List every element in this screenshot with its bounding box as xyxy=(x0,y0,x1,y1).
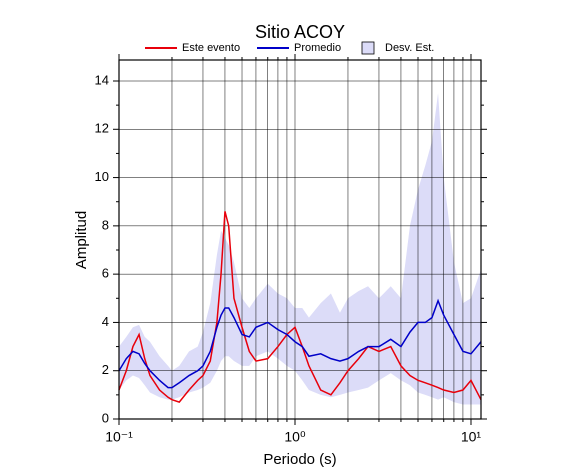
y-tick-label: 8 xyxy=(102,217,109,232)
legend-label: Este evento xyxy=(182,42,240,54)
y-tick-label: 6 xyxy=(102,266,109,281)
legend-label: Promedio xyxy=(294,42,341,54)
series-line xyxy=(118,211,482,403)
x-tick-label: 10¹ xyxy=(461,429,482,445)
y-tick-label: 12 xyxy=(95,121,109,136)
series-line xyxy=(118,298,482,389)
y-tick-label: 14 xyxy=(95,72,109,87)
x-axis-label: Periodo (s) xyxy=(263,451,336,468)
y-tick-label: 4 xyxy=(102,314,109,329)
y-tick-label: 2 xyxy=(102,362,109,377)
y-tick-label: 10 xyxy=(95,169,109,184)
chart-title: Sitio ACOY xyxy=(255,22,345,42)
y-tick-label: 0 xyxy=(102,410,109,425)
std-band xyxy=(119,93,481,405)
legend-swatch xyxy=(361,41,375,55)
plot-frame xyxy=(118,59,482,420)
legend-label: Desv. Est. xyxy=(385,42,434,54)
y-axis-label: Amplitud xyxy=(73,211,90,269)
x-tick-label: 10⁻¹ xyxy=(105,429,133,445)
x-tick-label: 10⁰ xyxy=(284,429,306,445)
